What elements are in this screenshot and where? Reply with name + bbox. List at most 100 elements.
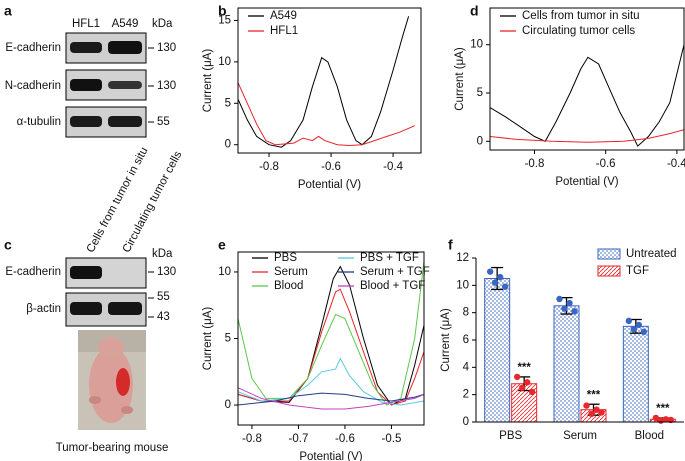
x-tick-label: -0.6 xyxy=(321,161,341,173)
row-label: α-tubulin xyxy=(17,116,61,128)
y-tick-label: 0 xyxy=(477,135,483,147)
unit: kDa xyxy=(152,18,173,30)
y-tick-label: 10 xyxy=(470,39,483,51)
y-tick-label: 10 xyxy=(218,266,231,278)
row-label: N-cadherin xyxy=(5,80,61,92)
data-point xyxy=(640,328,648,335)
panel-label: a xyxy=(4,3,12,19)
band xyxy=(108,302,142,315)
panel-label: f xyxy=(448,237,453,253)
data-point xyxy=(523,379,531,386)
plot-frame xyxy=(237,7,422,154)
kda: 55 xyxy=(157,116,170,128)
lane-label: HFL1 xyxy=(72,18,100,30)
annotation: *** xyxy=(517,362,531,374)
data-point xyxy=(598,409,605,416)
legend-label: PBS + TGF xyxy=(360,252,419,264)
x-tick-label: -0.6 xyxy=(596,158,616,170)
panel-label: c xyxy=(4,237,12,253)
band xyxy=(70,302,102,315)
y-tick-label: 6 xyxy=(463,334,469,346)
band xyxy=(70,116,102,127)
legend-label: Serum xyxy=(274,266,308,278)
legend-label: Blood xyxy=(274,280,303,292)
y-axis-label: Current (μA) xyxy=(202,307,214,371)
y-axis-label: Current (μA) xyxy=(202,49,214,113)
row-label: E-cadherin xyxy=(5,266,61,278)
x-tick-label: -0.7 xyxy=(289,433,309,445)
y-axis-label: Current (μA) xyxy=(440,308,452,372)
line xyxy=(238,387,424,410)
data-point xyxy=(501,283,509,290)
data-point xyxy=(491,279,499,286)
data-point xyxy=(630,325,638,333)
lane-label: A549 xyxy=(112,18,139,30)
line xyxy=(490,44,684,147)
legend-label: Untreated xyxy=(626,248,677,260)
kda: 130 xyxy=(157,80,176,92)
band xyxy=(108,81,142,89)
blot-a: HFL1 A549 kDa E-cadherin N-cadherin α-tu… xyxy=(5,18,176,138)
x-tick-label: -0.4 xyxy=(383,161,403,173)
caption: Tumor-bearing mouse xyxy=(56,442,169,454)
annotation: *** xyxy=(656,403,670,415)
row-label: E-cadherin xyxy=(5,42,61,54)
band xyxy=(70,79,102,91)
legend-swatch xyxy=(597,265,621,277)
data-point xyxy=(528,388,536,396)
y-tick-label: 10 xyxy=(218,56,231,68)
annotation: *** xyxy=(587,389,601,401)
legend-label: A549 xyxy=(270,10,297,22)
data-point xyxy=(625,317,633,325)
blot-c: Cells from tumor in situ Circulating tum… xyxy=(5,145,184,454)
x-tick-label: -0.6 xyxy=(335,433,355,445)
x-axis-label: Potential (V) xyxy=(298,179,361,191)
x-axis-label: Potential (V) xyxy=(555,176,618,188)
band xyxy=(70,266,102,279)
data-point xyxy=(561,305,568,312)
lane-label: Cells from tumor in situ xyxy=(85,145,151,254)
bar xyxy=(622,325,649,423)
y-tick-label: 0 xyxy=(225,399,231,411)
legend-label: Blood + TGF xyxy=(360,280,425,292)
bar xyxy=(553,305,580,423)
x-tick-label: -0.5 xyxy=(382,433,402,445)
y-tick-label: 5 xyxy=(225,97,231,109)
x-tick-label: Blood xyxy=(635,430,664,442)
band xyxy=(108,41,142,54)
data-point xyxy=(556,295,563,303)
data-point xyxy=(652,414,660,422)
line xyxy=(238,82,415,147)
x-axis-label: Potential (V) xyxy=(299,451,362,461)
line xyxy=(238,392,424,406)
row-label: β-actin xyxy=(26,303,61,315)
panel-label: b xyxy=(218,3,227,19)
y-tick-label: 15 xyxy=(218,14,231,26)
y-tick-label: 5 xyxy=(477,87,483,99)
data-point xyxy=(583,402,590,409)
kda: 43 xyxy=(157,311,170,323)
plot-frame xyxy=(489,7,685,151)
data-point xyxy=(593,406,600,413)
legend-label: Circulating tumor cells xyxy=(522,25,635,37)
unit: kDa xyxy=(152,248,173,260)
data-point xyxy=(635,321,643,329)
data-point xyxy=(571,308,578,315)
data-point xyxy=(496,273,504,281)
x-tick-label: -0.4 xyxy=(667,158,685,170)
legend-label: HFL1 xyxy=(270,25,298,37)
data-point xyxy=(518,384,526,392)
y-tick-label: 0 xyxy=(463,416,469,428)
legend-label: PBS xyxy=(274,252,297,264)
legend-swatch xyxy=(597,248,621,260)
line xyxy=(238,16,410,148)
x-tick-label: -0.8 xyxy=(525,158,545,170)
y-tick-label: 8 xyxy=(463,307,469,319)
mouse-photo xyxy=(78,330,146,430)
legend-label: TGF xyxy=(626,265,649,277)
x-tick-label: -0.8 xyxy=(242,433,262,445)
kda: 55 xyxy=(157,291,170,303)
y-tick-label: 12 xyxy=(456,252,469,264)
data-point xyxy=(486,268,494,275)
